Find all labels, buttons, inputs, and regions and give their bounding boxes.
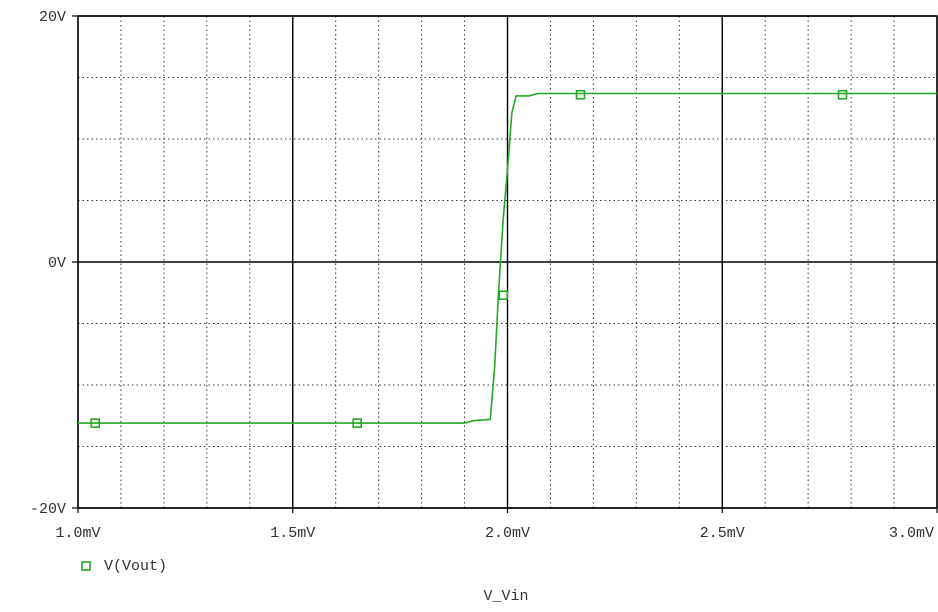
series-line-vout [78, 92, 937, 424]
y-tick-label: 0V [48, 255, 66, 272]
y-tick-label: -20V [30, 501, 66, 518]
axes [72, 15, 938, 513]
tick-labels: 1.0mV 1.5mV 2.0mV 2.5mV 3.0mV 20V 0V -20V [30, 9, 934, 542]
x-axis-title: V_Vin [483, 588, 528, 605]
legend-label: V(Vout) [104, 558, 167, 575]
series-marker [498, 290, 509, 301]
y-tick-label: 20V [39, 9, 66, 26]
legend: V(Vout) [81, 558, 167, 575]
x-tick-label: 2.0mV [485, 525, 530, 542]
series-marker [90, 418, 100, 428]
series-layer [78, 89, 937, 428]
x-tick-label: 3.0mV [889, 525, 934, 542]
x-tick-label: 2.5mV [700, 525, 745, 542]
series-marker [837, 89, 848, 100]
series-marker [575, 89, 586, 100]
legend-marker-icon [81, 561, 91, 571]
x-tick-label: 1.0mV [55, 525, 100, 542]
series-marker [352, 418, 362, 428]
x-tick-label: 1.5mV [270, 525, 315, 542]
